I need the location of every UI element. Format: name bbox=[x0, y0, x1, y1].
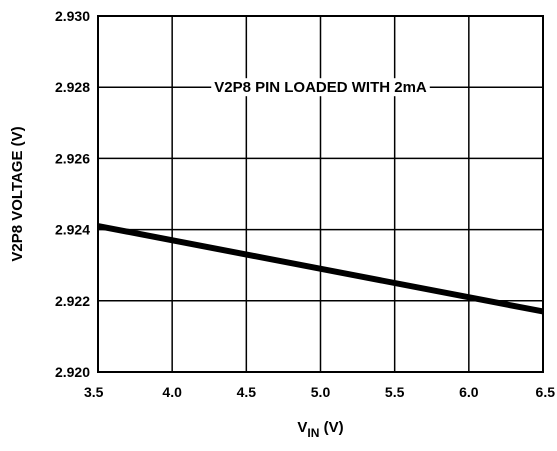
x-tick-labels: 3.5 4.0 4.5 5.0 5.5 6.0 6.5 bbox=[84, 384, 555, 400]
annotation-label: V2P8 PIN LOADED WITH 2mA bbox=[214, 79, 427, 96]
y-tick-label: 2.930 bbox=[55, 8, 90, 24]
x-axis-title: VIN (V) bbox=[297, 419, 343, 440]
y-tick-label: 2.920 bbox=[55, 364, 90, 380]
y-tick-label: 2.928 bbox=[55, 79, 90, 95]
y-tick-label: 2.926 bbox=[55, 150, 90, 166]
x-tick-label: 5.0 bbox=[311, 384, 331, 400]
x-axis-title-unit: (V) bbox=[319, 419, 343, 436]
x-tick-label: 5.5 bbox=[385, 384, 405, 400]
y-tick-label: 2.922 bbox=[55, 293, 90, 309]
y-tick-labels: 2.920 2.922 2.924 2.926 2.928 2.930 bbox=[55, 8, 90, 380]
grid-layer bbox=[97, 15, 544, 373]
x-tick-label: 4.5 bbox=[237, 384, 257, 400]
x-tick-label: 3.5 bbox=[84, 384, 104, 400]
x-tick-label: 6.5 bbox=[536, 384, 556, 400]
x-axis-title-main: V bbox=[297, 419, 307, 436]
y-tick-label: 2.924 bbox=[55, 222, 90, 238]
annotation-background bbox=[211, 78, 430, 97]
series-layer bbox=[97, 223, 544, 315]
x-tick-label: 4.0 bbox=[162, 384, 182, 400]
x-axis-title-subscript: IN bbox=[307, 426, 319, 440]
plot-frame bbox=[97, 15, 544, 373]
series-line bbox=[97, 223, 544, 315]
x-tick-label: 6.0 bbox=[459, 384, 479, 400]
y-axis-title: V2P8 VOLTAGE (V) bbox=[9, 126, 26, 261]
